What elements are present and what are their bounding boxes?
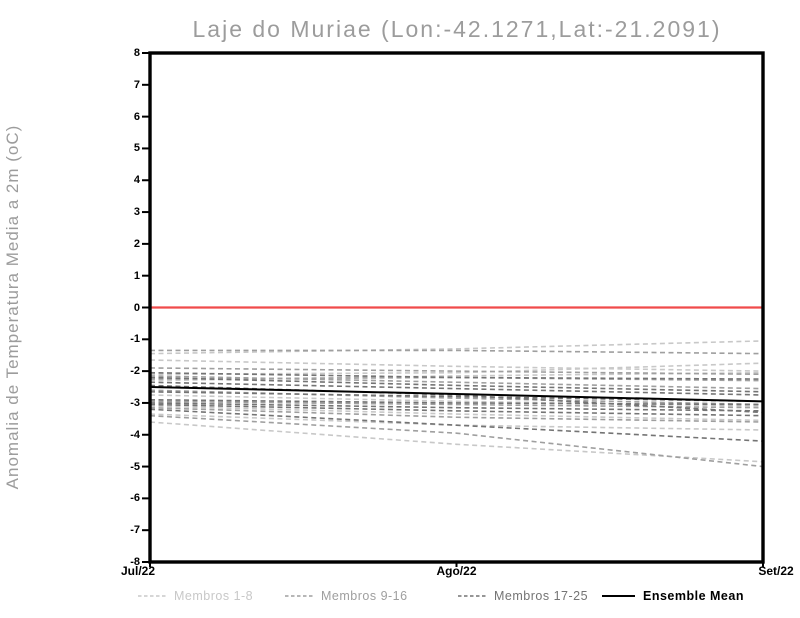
legend-label: Ensemble Mean [643,589,744,603]
ensemble-member-line-group-3 [149,376,764,393]
plot-frame [148,51,765,564]
ensemble-member-line-group-1 [149,359,764,372]
y-tick-label: 4 [133,174,140,187]
y-tick-label: -3 [130,396,140,409]
y-tick-label: 5 [133,142,140,155]
ensemble-member-line-group-3 [149,402,764,412]
x-tick-label: Set/22 [758,564,794,578]
legend-item: Membros 1-8 [138,587,253,605]
y-tick-label: 1 [133,269,140,282]
y-tick-label: 7 [133,78,140,91]
ensemble-member-line-group-1 [149,405,764,422]
ensemble-member-line-group-2 [149,414,764,468]
y-tick-label: -1 [130,333,140,346]
ensemble-member-line-group-3 [149,381,764,396]
y-tick-label: 0 [133,301,140,314]
y-tick-label: 6 [133,110,140,123]
legend-label: Membros 1-8 [174,589,254,603]
y-tick-label: -4 [130,428,140,441]
legend-item: Membros 17-25 [458,587,588,605]
y-tick-label: -6 [130,492,140,505]
legend-dashed-line-sample [458,595,486,597]
ensemble-member-line-group-3 [149,403,764,417]
y-tick-label: 3 [133,206,140,219]
legend-dashed-line-sample [285,595,313,597]
ensemble-member-line-group-3 [149,398,764,406]
y-tick-label: -8 [130,556,140,568]
ensemble-member-line-group-1 [149,340,764,355]
y-tick-label: 8 [133,47,140,59]
chart-title: Laje do Muriae (Lon:-42.1271,Lat:-21.209… [192,16,722,42]
legend-item: Ensemble Mean [602,587,744,605]
ensemble-member-line-group-2 [150,349,764,355]
y-tick-label: -7 [130,524,140,537]
x-tick-label: Jul/22 [120,564,156,578]
ensemble-member-line-group-2 [149,367,764,376]
legend-label: Membros 17-25 [494,589,589,603]
legend-item: Membros 9-16 [285,587,408,605]
legend-dashed-line-sample [138,595,166,597]
x-tick-label: Ago/22 [436,564,477,578]
y-tick-label: 2 [133,237,140,250]
y-tick-label: -5 [130,460,140,473]
ensemble-member-line-group-2 [149,406,764,423]
ensemble-mean-line [149,386,764,403]
ensemble-member-line-group-3 [149,408,764,442]
legend-label: Membros 9-16 [321,589,408,603]
y-tick-label: -2 [130,365,140,378]
legend-solid-line-sample [602,595,635,597]
legend: Membros 1-8 Membros 9-16 Membros 17-25 Ense… [0,587,800,607]
ensemble-member-line-group-3 [149,371,764,380]
